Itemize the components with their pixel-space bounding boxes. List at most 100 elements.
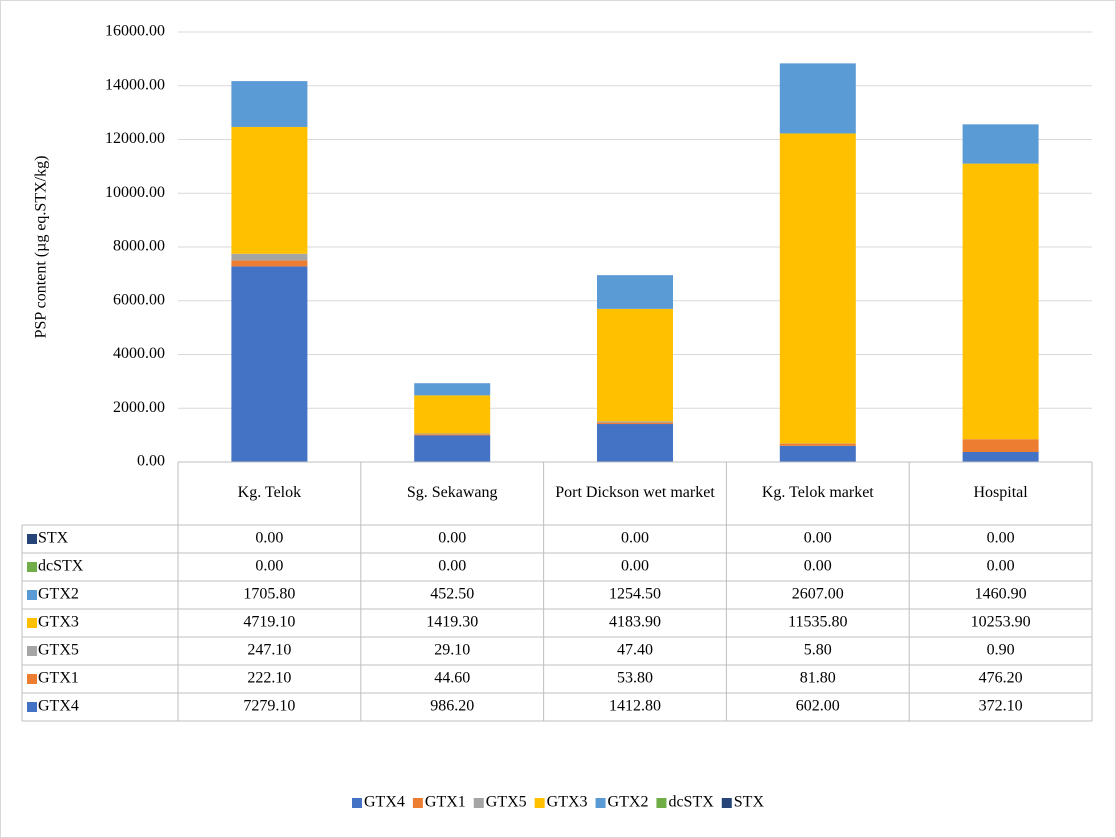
legend: GTX4 GTX1 GTX5 GTX3 GTX2 dcSTX STX (351, 794, 764, 811)
bar-segment (414, 433, 491, 435)
legend-key (412, 798, 423, 808)
table-cell: 0.00 (621, 530, 649, 547)
table-cell: 452.50 (430, 586, 474, 603)
bar-segment (779, 443, 856, 446)
table-cell: 0.00 (438, 558, 466, 575)
table-row-label: GTX2 (38, 586, 79, 603)
bar-segment (231, 266, 308, 462)
y-tick-label: 2000.00 (113, 399, 165, 416)
table-cell: 1254.50 (609, 586, 661, 603)
bar-segment (414, 383, 491, 396)
table-cell: 0.00 (804, 558, 832, 575)
y-tick-label: 0.00 (137, 453, 165, 470)
y-tick-label: 8000.00 (113, 238, 165, 255)
table-cell: 81.80 (800, 670, 836, 687)
table-cell: 7279.10 (243, 698, 295, 715)
table-cell: 1412.80 (609, 698, 661, 715)
table-cell: 10253.90 (971, 614, 1031, 631)
category-label: Kg. Telok market (762, 484, 874, 501)
table-cell: 0.00 (438, 530, 466, 547)
table-legend-key (27, 702, 37, 712)
y-tick-label: 14000.00 (105, 76, 165, 93)
legend-label: GTX2 (608, 794, 649, 811)
table-cell: 0.00 (255, 558, 283, 575)
legend-key (721, 798, 732, 808)
category-label: Sg. Sekawang (407, 484, 498, 501)
bar-segment (231, 253, 308, 261)
bar-segment (962, 451, 1039, 462)
table-cell: 2607.00 (792, 586, 844, 603)
bar-segment (779, 63, 856, 134)
legend-key (473, 798, 484, 808)
bar-segment (414, 395, 491, 434)
table-row-label: dcSTX (38, 558, 84, 575)
table-cell: 0.00 (987, 558, 1015, 575)
table-cell: 5.80 (804, 642, 832, 659)
legend-label: GTX5 (486, 794, 527, 811)
table-cell: 986.20 (430, 698, 474, 715)
legend-key (595, 798, 606, 808)
category-label: Hospital (973, 484, 1028, 501)
legend-key (656, 798, 667, 808)
bar-segment (597, 422, 673, 425)
table-cell: 47.40 (617, 642, 653, 659)
bar-segment (231, 81, 308, 127)
table-legend-key (27, 674, 37, 684)
table-row-label: GTX4 (38, 698, 79, 715)
table-cell: 602.00 (796, 698, 840, 715)
legend-label: GTX3 (547, 794, 588, 811)
table-cell: 372.10 (979, 698, 1023, 715)
table-cell: 11535.80 (788, 614, 847, 631)
legend-label: GTX4 (364, 794, 405, 811)
bar-segment (231, 126, 308, 254)
table-legend-key (27, 590, 37, 600)
table-row-label: GTX3 (38, 614, 79, 631)
bar-segment (962, 124, 1039, 164)
y-axis-label: PSP content (µg eq.STX/kg) (33, 156, 50, 339)
table-cell: 0.90 (987, 642, 1015, 659)
legend-key (351, 798, 362, 808)
bar-segment (962, 439, 1039, 452)
bar-segment (779, 133, 856, 444)
table-legend-key (27, 618, 37, 628)
y-tick-label: 10000.00 (105, 184, 165, 201)
table-row-label: GTX1 (38, 670, 79, 687)
table-cell: 1460.90 (975, 586, 1027, 603)
table-cell: 0.00 (255, 530, 283, 547)
legend-label: dcSTX (668, 794, 714, 811)
table-cell: 222.10 (247, 670, 291, 687)
table-cell: 0.00 (804, 530, 832, 547)
table-cell: 247.10 (247, 642, 291, 659)
table-cell: 53.80 (617, 670, 653, 687)
table-cell: 4719.10 (243, 614, 295, 631)
y-tick-label: 16000.00 (105, 23, 165, 40)
bar-segment (779, 445, 856, 462)
bar-segment (231, 260, 308, 267)
table-cell: 1705.80 (243, 586, 295, 603)
table-cell: 44.60 (434, 670, 470, 687)
category-label: Port Dickson wet market (555, 484, 715, 501)
legend-key (534, 798, 545, 808)
y-tick-label: 12000.00 (105, 130, 165, 147)
bar-segment (414, 434, 491, 436)
table-cell: 0.00 (987, 530, 1015, 547)
table-row-label: GTX5 (38, 642, 79, 659)
legend-label: GTX1 (425, 794, 466, 811)
table-legend-key (27, 562, 37, 572)
bar-segment (962, 163, 1039, 440)
bar-segment (597, 275, 673, 309)
table-cell: 1419.30 (426, 614, 478, 631)
y-tick-label: 4000.00 (113, 345, 165, 362)
table-cell: 4183.90 (609, 614, 661, 631)
table-cell: 29.10 (434, 642, 470, 659)
table-legend-key (27, 646, 37, 656)
bar-segment (597, 421, 673, 423)
bar-segment (597, 424, 673, 462)
table-legend-key (27, 534, 37, 544)
table-row-label: STX (38, 530, 69, 547)
table-cell: 0.00 (621, 558, 649, 575)
table-cell: 476.20 (979, 670, 1023, 687)
category-label: Kg. Telok (238, 484, 301, 501)
